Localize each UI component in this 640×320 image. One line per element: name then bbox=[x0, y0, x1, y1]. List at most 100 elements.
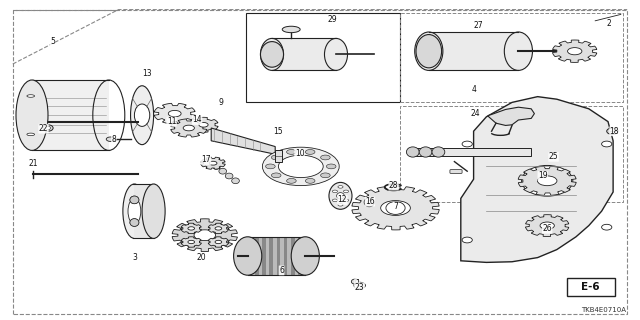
Text: 10: 10 bbox=[294, 149, 305, 158]
Ellipse shape bbox=[607, 128, 618, 134]
Polygon shape bbox=[154, 103, 195, 124]
Ellipse shape bbox=[194, 230, 216, 241]
Ellipse shape bbox=[266, 164, 275, 169]
Bar bbox=[262, 237, 266, 275]
Ellipse shape bbox=[260, 42, 284, 67]
Text: 2: 2 bbox=[607, 20, 612, 28]
Ellipse shape bbox=[215, 227, 221, 230]
Bar bbox=[287, 237, 291, 275]
Text: 4: 4 bbox=[471, 85, 476, 94]
Text: 3: 3 bbox=[132, 253, 137, 262]
Ellipse shape bbox=[351, 279, 359, 284]
Text: 1: 1 bbox=[355, 279, 360, 288]
Ellipse shape bbox=[357, 284, 362, 287]
Text: 9: 9 bbox=[218, 98, 223, 107]
Ellipse shape bbox=[232, 178, 239, 184]
Ellipse shape bbox=[234, 237, 262, 275]
Bar bbox=[291, 237, 294, 275]
Ellipse shape bbox=[324, 38, 348, 70]
Ellipse shape bbox=[462, 141, 472, 147]
Ellipse shape bbox=[131, 86, 154, 145]
Bar bbox=[272, 38, 336, 70]
Polygon shape bbox=[525, 215, 569, 236]
Ellipse shape bbox=[337, 193, 344, 199]
Ellipse shape bbox=[287, 149, 296, 154]
Polygon shape bbox=[189, 117, 218, 132]
Bar bbox=[280, 237, 284, 275]
Polygon shape bbox=[201, 157, 225, 169]
Ellipse shape bbox=[130, 196, 139, 204]
Ellipse shape bbox=[278, 155, 323, 178]
Ellipse shape bbox=[142, 184, 165, 238]
Ellipse shape bbox=[183, 125, 195, 131]
Polygon shape bbox=[208, 223, 228, 234]
Ellipse shape bbox=[209, 161, 217, 165]
Ellipse shape bbox=[381, 201, 410, 215]
Ellipse shape bbox=[522, 165, 573, 196]
Text: 8: 8 bbox=[111, 135, 116, 144]
Bar bbox=[269, 237, 273, 275]
Ellipse shape bbox=[504, 32, 532, 70]
Text: 23: 23 bbox=[355, 283, 365, 292]
Ellipse shape bbox=[462, 237, 472, 243]
Text: 7: 7 bbox=[393, 202, 398, 211]
Bar bbox=[567, 278, 615, 296]
Ellipse shape bbox=[271, 173, 281, 178]
Text: 5: 5 bbox=[50, 37, 55, 46]
Ellipse shape bbox=[225, 173, 233, 179]
Ellipse shape bbox=[354, 282, 365, 289]
Bar bbox=[400, 13, 623, 102]
Ellipse shape bbox=[134, 104, 150, 126]
Ellipse shape bbox=[321, 155, 330, 160]
Ellipse shape bbox=[271, 155, 281, 160]
Bar bbox=[252, 237, 255, 275]
Text: 22: 22 bbox=[39, 124, 48, 133]
Bar bbox=[273, 237, 276, 275]
Ellipse shape bbox=[212, 164, 220, 169]
FancyBboxPatch shape bbox=[450, 170, 462, 173]
Ellipse shape bbox=[219, 168, 227, 174]
Polygon shape bbox=[211, 128, 275, 154]
Text: 15: 15 bbox=[273, 127, 284, 136]
Polygon shape bbox=[488, 107, 534, 125]
Bar bbox=[284, 237, 287, 275]
Polygon shape bbox=[171, 119, 207, 137]
Polygon shape bbox=[518, 166, 576, 195]
Text: 12: 12 bbox=[338, 196, 347, 204]
Text: 25: 25 bbox=[548, 152, 559, 161]
Ellipse shape bbox=[106, 137, 115, 141]
Text: 26: 26 bbox=[542, 224, 552, 233]
Bar bbox=[248, 237, 305, 275]
Ellipse shape bbox=[305, 149, 315, 154]
Ellipse shape bbox=[130, 219, 139, 226]
Ellipse shape bbox=[602, 224, 612, 230]
Text: 29: 29 bbox=[328, 15, 338, 24]
Text: 20: 20 bbox=[196, 253, 207, 262]
Bar bbox=[255, 237, 259, 275]
Ellipse shape bbox=[260, 38, 284, 70]
Ellipse shape bbox=[262, 147, 339, 186]
Bar bbox=[275, 150, 282, 162]
Text: 11: 11 bbox=[167, 117, 176, 126]
Ellipse shape bbox=[329, 182, 352, 209]
Bar bbox=[302, 237, 305, 275]
Ellipse shape bbox=[338, 186, 343, 188]
Polygon shape bbox=[181, 223, 202, 234]
Ellipse shape bbox=[406, 147, 419, 157]
Ellipse shape bbox=[419, 147, 432, 157]
Ellipse shape bbox=[27, 95, 35, 97]
Ellipse shape bbox=[415, 32, 443, 70]
Ellipse shape bbox=[367, 200, 371, 204]
Ellipse shape bbox=[16, 80, 48, 150]
Text: 21: 21 bbox=[29, 159, 38, 168]
Ellipse shape bbox=[538, 176, 557, 186]
Bar bbox=[294, 237, 298, 275]
Text: 13: 13 bbox=[142, 69, 152, 78]
Bar bbox=[429, 32, 518, 70]
Bar bbox=[410, 148, 531, 156]
Ellipse shape bbox=[291, 237, 319, 275]
Ellipse shape bbox=[199, 123, 208, 127]
Text: 17: 17 bbox=[201, 156, 211, 164]
Text: 14: 14 bbox=[192, 116, 202, 124]
Polygon shape bbox=[352, 186, 439, 230]
